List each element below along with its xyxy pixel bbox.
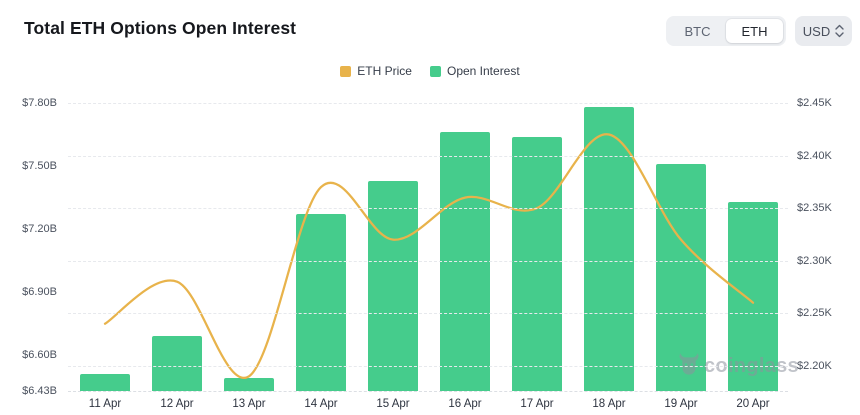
currency-select[interactable]: USD — [795, 16, 852, 46]
legend-item-eth-price[interactable]: ETH Price — [340, 64, 412, 78]
legend-marker-icon — [340, 65, 352, 77]
header-controls: BTC ETH USD — [666, 16, 852, 46]
y-axis-label-left: $6.60B — [22, 349, 57, 362]
open-interest-bar — [440, 132, 490, 391]
x-axis-line — [68, 391, 788, 392]
open-interest-bar — [584, 107, 634, 391]
chevron-updown-icon — [835, 24, 844, 38]
gridline — [68, 155, 788, 157]
gridline — [68, 365, 788, 367]
y-axis-label-right: $2.40K — [797, 149, 832, 162]
open-interest-bar — [80, 374, 130, 391]
y-axis-label-right: $2.25K — [797, 307, 832, 320]
y-axis-label-right: $2.35K — [797, 202, 832, 215]
x-axis-label: 11 Apr — [88, 398, 122, 410]
legend-item-open-interest[interactable]: Open Interest — [429, 64, 520, 78]
legend: ETH Price Open Interest — [0, 64, 860, 78]
y-axis-label-left: $7.80B — [22, 97, 57, 109]
open-interest-bar — [368, 180, 418, 391]
x-axis-label: 17 Apr — [520, 398, 554, 410]
y-axis-label-left: $6.90B — [22, 286, 57, 299]
open-interest-bar — [152, 336, 202, 391]
page-title: Total ETH Options Open Interest — [24, 18, 297, 38]
x-axis-label: 13 Apr — [232, 398, 266, 410]
y-axis-label-left: $7.20B — [22, 223, 57, 236]
y-axis-label-right: $2.20K — [797, 359, 832, 372]
open-interest-bar — [224, 378, 274, 391]
legend-label: Open Interest — [446, 64, 520, 78]
x-axis-label: 19 Apr — [664, 398, 698, 410]
x-axis-label: 18 Apr — [592, 398, 626, 410]
x-axis-label: 14 Apr — [304, 398, 338, 410]
gridline — [68, 260, 788, 262]
open-interest-bar — [728, 201, 778, 391]
y-axis-label-right: $2.30K — [797, 254, 832, 267]
x-axis-label: 20 Apr — [736, 398, 770, 410]
legend-label: ETH Price — [357, 64, 412, 78]
coin-toggle: BTC ETH — [666, 16, 786, 46]
x-axis-label: 12 Apr — [160, 398, 194, 410]
gridline — [68, 313, 788, 315]
open-interest-bar — [296, 214, 346, 391]
y-axis-label-left: $6.43B — [22, 385, 57, 397]
legend-marker-icon — [429, 65, 441, 77]
coin-toggle-btc[interactable]: BTC — [669, 19, 726, 43]
y-axis-label-right: $2.45K — [797, 97, 832, 109]
y-axis-label-left: $7.50B — [22, 160, 57, 173]
x-axis-label: 15 Apr — [376, 398, 410, 410]
coin-toggle-eth[interactable]: ETH — [726, 19, 783, 43]
currency-select-value: USD — [802, 23, 831, 39]
x-axis-label: 16 Apr — [448, 398, 482, 410]
gridline — [68, 208, 788, 210]
open-interest-bar — [656, 163, 706, 391]
gridline — [68, 103, 788, 104]
open-interest-bar — [512, 136, 562, 391]
